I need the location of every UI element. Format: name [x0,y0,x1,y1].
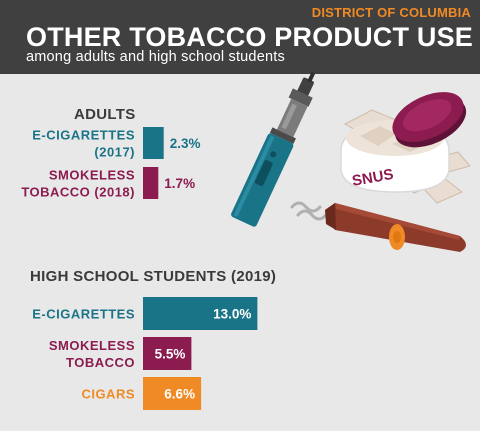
adults-bar-0 [143,127,164,159]
region-label: DISTRICT OF COLUMBIA [311,5,471,20]
adults-bar-chart: E-CIGARETTES (2017) 2.3% SMOKELESS TOBACCO (… [21,127,201,200]
adults-section-title: ADULTS [74,106,136,123]
students-value-label-1: 5.5% [155,347,186,362]
adults-category-label-0-0: E-CIGARETTES [32,128,135,143]
header-banner: DISTRICT OF COLUMBIA OTHER TOBACCO PRODU… [0,0,480,74]
adults-value-label-0: 2.3% [170,136,201,151]
smoke-icon [290,201,328,221]
adults-category-label-1-0: SMOKELESS [49,168,135,183]
students-category-label-1-0: SMOKELESS [49,338,135,353]
students-value-label-0: 13.0% [213,307,251,322]
adults-bar-1 [143,167,159,199]
adults-category-label-1-1: TOBACCO (2018) [21,185,135,200]
e-cigarette-icon [231,71,316,227]
students-bar-0 [143,297,258,330]
adults-category-label-0-1: (2017) [94,145,135,160]
snus-label: SNUS [351,166,395,190]
students-bar-chart: E-CIGARETTES 13.0% SMOKELESS TOBACCO 5.5% CIG… [32,297,258,410]
students-section-title: HIGH SCHOOL STUDENTS (2019) [30,268,277,285]
students-category-label-0-0: E-CIGARETTES [32,307,135,322]
students-category-label-1-1: TOBACCO [66,355,135,370]
snus-tin-icon: SNUS [340,92,467,193]
students-bar-1 [143,337,192,370]
adults-value-label-1: 1.7% [164,176,195,191]
students-bar-2 [143,377,202,410]
page-title: OTHER TOBACCO PRODUCT USE [26,22,474,52]
students-category-label-2-0: CIGARS [81,387,135,402]
cigar-icon [325,203,466,252]
page-subtitle: among adults and high school students [26,49,285,65]
students-value-label-2: 6.6% [164,387,195,402]
